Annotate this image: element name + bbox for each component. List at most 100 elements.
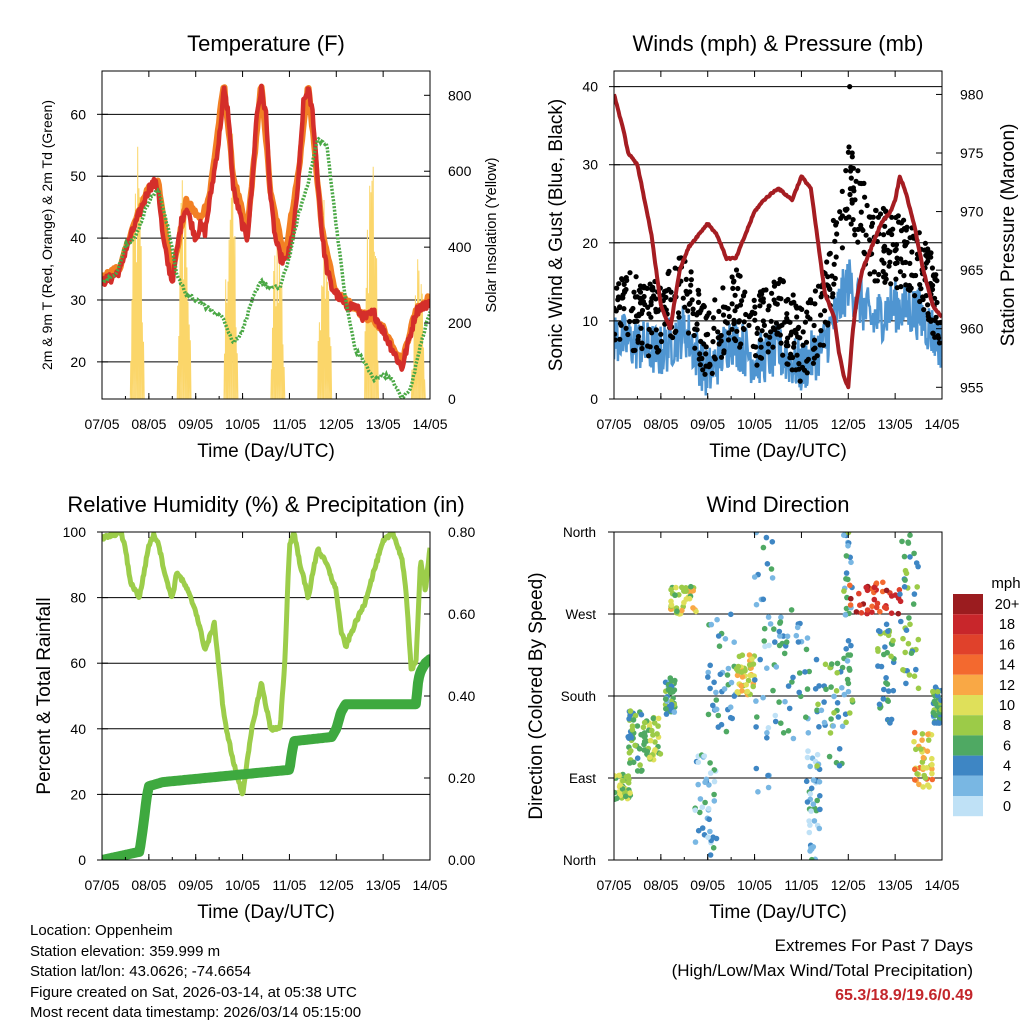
wind-direction-point xyxy=(655,715,662,722)
gust-point xyxy=(839,213,846,219)
wind-direction-point xyxy=(649,727,655,734)
wind-direction-point xyxy=(847,652,854,658)
gust-point xyxy=(619,277,626,283)
gust-point xyxy=(725,337,732,343)
wind-direction-point xyxy=(843,646,849,652)
y-right-tick-label: 955 xyxy=(960,379,984,395)
x-tick-label: 12/05 xyxy=(319,877,354,893)
wind-direction-point xyxy=(882,644,888,650)
wind-direction-point xyxy=(637,762,643,768)
wind-direction-point xyxy=(714,616,720,623)
gust-point xyxy=(721,348,727,354)
wind-direction-point xyxy=(925,731,931,738)
wind-direction-point xyxy=(816,724,822,730)
gust-point xyxy=(858,180,865,187)
x-axis-label: Time (Day/UTC) xyxy=(197,902,335,923)
colorbar-swatch xyxy=(953,755,983,776)
wind-direction-point xyxy=(723,728,730,735)
gust-point xyxy=(852,232,858,238)
wind-direction-point xyxy=(663,706,669,712)
gust-point xyxy=(692,345,698,351)
gust-point xyxy=(795,326,801,332)
wind-direction-point xyxy=(705,711,712,718)
gust-point xyxy=(931,272,937,278)
wind-direction-point xyxy=(739,652,746,658)
wind-direction-point xyxy=(772,718,779,725)
gust-point xyxy=(731,317,737,323)
wind-direction-point xyxy=(650,732,656,738)
gust-point xyxy=(733,267,740,273)
gust-point xyxy=(751,297,757,303)
wind-direction-point xyxy=(632,712,639,719)
gust-point xyxy=(729,326,735,332)
wind-direction-point xyxy=(871,596,878,603)
wind-direction-point xyxy=(902,567,909,574)
wind-direction-point xyxy=(834,660,841,667)
colorbar-swatch xyxy=(953,775,983,796)
wind-direction-point xyxy=(834,700,841,706)
wind-direction-point xyxy=(753,724,759,730)
x-tick-label: 09/05 xyxy=(178,877,213,893)
x-tick-label: 08/05 xyxy=(643,877,678,893)
chart-title: Wind Direction xyxy=(706,492,849,517)
wind-direction-point xyxy=(718,721,725,728)
wind-direction-point xyxy=(688,583,694,590)
gust-point xyxy=(907,260,913,266)
wind-direction-point xyxy=(884,697,891,704)
gust-point xyxy=(774,301,780,307)
x-tick-label: 07/05 xyxy=(84,877,119,893)
gust-point xyxy=(706,310,712,316)
wind-direction-point xyxy=(880,696,887,702)
wind-direction-point xyxy=(701,753,708,759)
wind-direction-point xyxy=(641,719,648,726)
wind-direction-point xyxy=(784,633,791,640)
wind-direction-point xyxy=(721,686,728,692)
y-tick-label: 50 xyxy=(70,168,86,184)
wind-direction-point xyxy=(711,767,718,773)
wind-direction-point xyxy=(848,559,854,566)
wind-direction-point xyxy=(828,684,834,690)
gust-point xyxy=(668,297,674,303)
wind-direction-point xyxy=(734,672,741,679)
wind-direction-point xyxy=(814,707,820,713)
wind-direction-point xyxy=(702,799,708,806)
speed-colorbar: mph 20+ 18 16 14 12 10 8 6 4 2 0 xyxy=(953,575,1021,817)
wind-direction-point xyxy=(915,685,922,692)
wind-direction-point xyxy=(804,799,811,805)
y-axis-label: 2m & 9m T (Red, Orange) & 2m Td (Green) xyxy=(39,100,55,370)
gust-point xyxy=(623,275,629,281)
wind-direction-point xyxy=(705,669,711,676)
wind-direction-point xyxy=(836,746,843,752)
station-info: Location: Oppenheim Station elevation: 3… xyxy=(30,921,361,1024)
gust-point xyxy=(648,314,654,320)
gust-point xyxy=(825,274,831,280)
gust-point xyxy=(805,356,812,362)
gust-point xyxy=(694,321,700,327)
y-tick-label: East xyxy=(569,771,596,786)
y-tick-label: 100 xyxy=(63,524,87,540)
wind-direction-point xyxy=(728,611,734,618)
wind-direction-point xyxy=(911,591,918,597)
gust-point xyxy=(888,281,894,287)
gust-point xyxy=(874,278,881,284)
gust-point xyxy=(663,294,669,300)
wind-direction-point xyxy=(710,845,717,851)
wind-direction-point xyxy=(821,699,827,705)
gust-point xyxy=(797,335,803,341)
wind-direction-point xyxy=(935,688,941,695)
wind-direction-point xyxy=(794,624,801,631)
wind-direction-point xyxy=(764,561,771,567)
wind-direction-point xyxy=(871,584,878,591)
plot-frame xyxy=(613,70,943,400)
gust-point xyxy=(832,275,838,281)
wind-direction-point xyxy=(804,754,811,761)
gust-point xyxy=(790,292,796,298)
wind-direction-point xyxy=(897,598,904,605)
wind-direction-point xyxy=(847,602,854,608)
gust-point xyxy=(822,308,828,314)
gust-point xyxy=(907,235,913,241)
colorbar-swatch xyxy=(953,735,983,756)
wind-direction-point xyxy=(873,580,880,586)
wind-direction-point xyxy=(807,791,814,797)
gust-point xyxy=(797,378,803,384)
